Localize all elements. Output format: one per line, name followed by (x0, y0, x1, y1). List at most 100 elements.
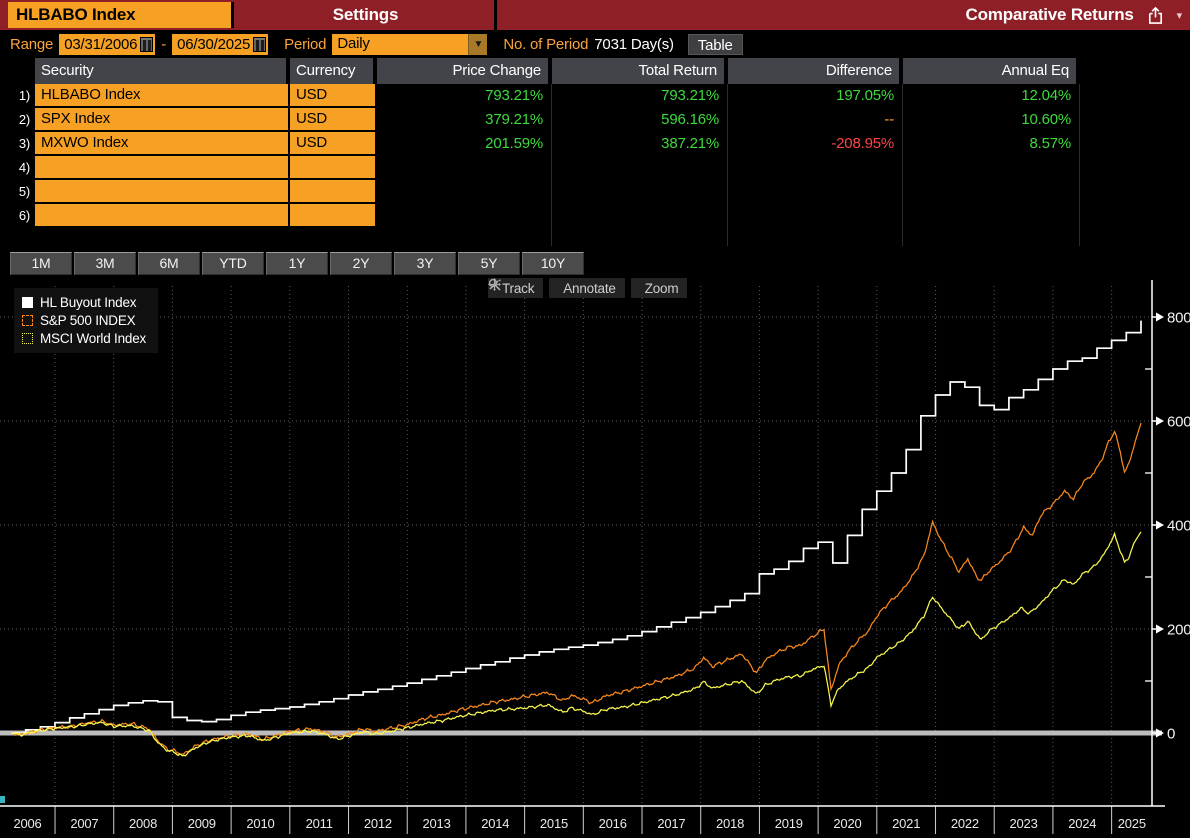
annual-eq-value (903, 180, 1080, 204)
y-axis-label: 0 (1167, 726, 1175, 743)
header-num-cell (0, 58, 35, 84)
footer-cell (377, 228, 552, 246)
legend-swatch-icon (22, 296, 33, 308)
legend-swatch-icon (22, 314, 33, 326)
chart-canvas[interactable]: 2006 2007 2008 2009 2010 2011 2012 2013 2014 2015… (0, 276, 1190, 838)
row-spacer (1080, 180, 1190, 204)
track-button[interactable]: Track (488, 278, 544, 298)
table-row: 6) (0, 204, 1190, 228)
range-button-ytd[interactable]: YTD (202, 252, 264, 275)
row-number: 4) (0, 156, 35, 180)
currency-cell[interactable] (290, 204, 377, 228)
legend-item[interactable]: HL Buyout Index (22, 293, 146, 311)
x-axis-year-label: 2015 (540, 816, 568, 831)
footer-cell (728, 228, 903, 246)
security-cell[interactable]: SPX Index (35, 108, 290, 132)
comparison-table: Security Currency Price Change Total Return… (0, 58, 1190, 252)
period-label: Period (284, 35, 327, 53)
title-bar: HLBABO Index Settings Comparative Return… (0, 0, 1190, 30)
x-axis-year-label: 2010 (246, 816, 274, 831)
screen-title: Comparative Returns (965, 5, 1134, 24)
tool-label: Zoom (644, 280, 679, 296)
annotate-button[interactable]: Annotate (489, 278, 625, 298)
range-button-3y[interactable]: 3Y (394, 252, 456, 275)
range-start-input[interactable]: 03/31/2006 (59, 33, 156, 55)
range-button-1m[interactable]: 1M (10, 252, 72, 275)
range-button-row: 1M 3M 6M YTD 1Y 2Y 3Y 5Y 10Y (10, 252, 584, 275)
table-view-button[interactable]: Table (687, 33, 743, 55)
currency-cell[interactable] (290, 180, 377, 204)
range-dash: - (161, 35, 167, 53)
currency-cell[interactable]: USD (290, 132, 377, 156)
x-axis-year-label: 2024 (1068, 816, 1096, 831)
range-button-5y[interactable]: 5Y (458, 252, 520, 275)
range-button-3m[interactable]: 3M (74, 252, 136, 275)
x-axis-year-label: 2013 (423, 816, 451, 831)
export-icon[interactable] (1146, 6, 1165, 25)
tool-label: Track (502, 280, 535, 296)
header-total-return: Total Return (552, 58, 728, 84)
security-cell[interactable] (35, 156, 290, 180)
table-row: 2) SPX Index USD 379.21% 596.16% -- 10.60% (0, 108, 1190, 132)
header-spacer (1080, 58, 1190, 84)
x-axis-year-label: 2007 (70, 816, 98, 831)
cursor-artifact (0, 796, 5, 803)
total-return-value: 387.21% (552, 132, 728, 156)
currency-cell[interactable] (290, 156, 377, 180)
range-end-input[interactable]: 06/30/2025 (172, 33, 269, 55)
security-cell[interactable]: MXWO Index (35, 132, 290, 156)
legend-label: HL Buyout Index (40, 294, 137, 310)
range-button-6m[interactable]: 6M (138, 252, 200, 275)
chart-toolbar: Track Annotate Zoom (488, 278, 688, 298)
difference-value (728, 204, 903, 228)
legend-item[interactable]: MSCI World Index (22, 329, 146, 347)
series-line-hl-buyout-index (11, 320, 1142, 734)
total-return-value (552, 180, 728, 204)
security-cell[interactable] (35, 180, 290, 204)
y-axis-label: 400 (1167, 518, 1190, 535)
security-ticker-input[interactable]: HLBABO Index (8, 2, 234, 28)
header-annual-eq: Annual Eq (903, 58, 1080, 84)
period-select[interactable]: Daily ▼ (332, 33, 488, 55)
table-row: 1) HLBABO Index USD 793.21% 793.21% 197.05% 12… (0, 84, 1190, 108)
settings-button[interactable]: Settings (237, 0, 497, 30)
y-axis-label: 800 (1167, 310, 1190, 327)
x-axis-year-label: 2022 (951, 816, 979, 831)
legend-label: MSCI World Index (40, 330, 147, 346)
num-period-value: 7031 Day(s) (594, 35, 674, 53)
zoom-button[interactable]: Zoom (488, 278, 688, 298)
row-number: 5) (0, 180, 35, 204)
currency-cell[interactable]: USD (290, 84, 377, 108)
toolbar: Range 03/31/2006 - 06/30/2025 Period Dai… (0, 30, 1190, 58)
chart-area[interactable]: HL Buyout Index S&P 500 INDEX MSCI World I… (0, 276, 1190, 838)
security-cell[interactable]: HLBABO Index (35, 84, 290, 108)
x-axis-year-label: 2012 (364, 816, 392, 831)
currency-cell[interactable]: USD (290, 108, 377, 132)
x-axis-year-label: 2021 (892, 816, 920, 831)
annual-eq-value (903, 156, 1080, 180)
total-return-value: 596.16% (552, 108, 728, 132)
calendar-icon[interactable] (140, 36, 154, 52)
chevron-down-icon[interactable]: ▼ (468, 33, 488, 55)
legend-item[interactable]: S&P 500 INDEX (22, 311, 146, 329)
x-axis-year-label: 2020 (833, 816, 861, 831)
table-footer-strip (0, 228, 1190, 252)
table-row: 3) MXWO Index USD 201.59% 387.21% -208.95% 8.5… (0, 132, 1190, 156)
footer-cell (290, 228, 377, 246)
range-button-10y[interactable]: 10Y (522, 252, 584, 275)
x-axis-year-label: 2023 (1010, 816, 1038, 831)
security-cell[interactable] (35, 204, 290, 228)
price-change-value (377, 204, 552, 228)
x-axis-year-label: 2025 (1118, 816, 1146, 831)
footer-cell (552, 228, 728, 246)
difference-value: -208.95% (728, 132, 903, 156)
row-spacer (1080, 132, 1190, 156)
row-number: 3) (0, 132, 35, 156)
range-button-2y[interactable]: 2Y (330, 252, 392, 275)
chevron-down-icon[interactable]: ▾ (1176, 9, 1183, 22)
footer-cell (35, 228, 290, 246)
x-axis-year-label: 2006 (13, 816, 41, 831)
range-button-1y[interactable]: 1Y (266, 252, 328, 275)
calendar-icon[interactable] (253, 36, 267, 52)
